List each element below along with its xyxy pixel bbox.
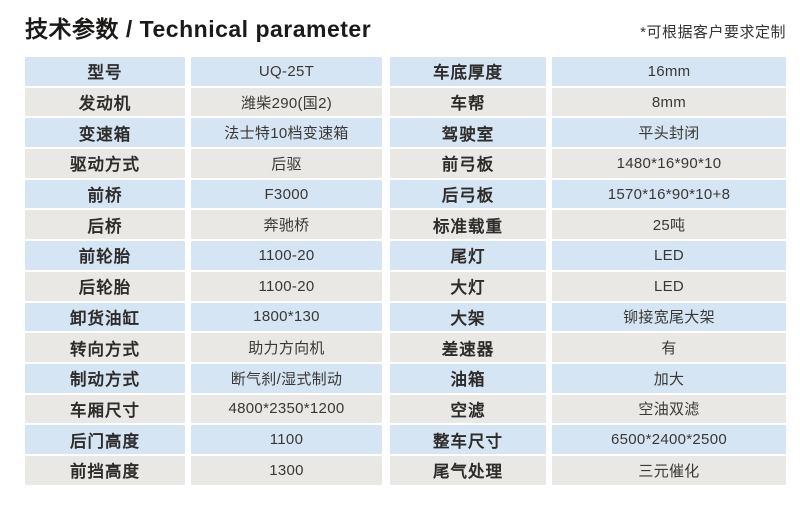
param-value-cell: LED	[552, 271, 786, 301]
param-label-cell: 型号	[25, 57, 185, 86]
param-value-cell: 平头封闭	[552, 118, 786, 148]
param-label-cell: 前桥	[25, 179, 185, 209]
param-value-cell: 1100-20	[191, 241, 382, 270]
param-label-cell: 车帮	[390, 87, 546, 117]
param-value-cell: 6500*2400*2500	[552, 425, 786, 454]
param-value-cell: 1800*130	[191, 302, 382, 332]
param-label-cell: 尾气处理	[390, 455, 546, 485]
spec-tables: 型号 UQ-25T 发动机 潍柴290(国2) 变速箱 法士特10档变速箱 驱动方式 后驱 前桥…	[25, 57, 786, 485]
param-value-cell: 有	[552, 333, 786, 362]
param-label-cell: 整车尺寸	[390, 425, 546, 454]
param-label-cell: 发动机	[25, 87, 185, 117]
param-value-cell: 加大	[552, 363, 786, 393]
param-value-cell: 铆接宽尾大架	[552, 302, 786, 332]
param-value-cell: 25吨	[552, 210, 786, 240]
param-label-cell: 后弓板	[390, 179, 546, 209]
param-value-cell: 断气刹/湿式制动	[191, 363, 382, 393]
customization-note: *可根据客户要求定制	[640, 24, 786, 41]
param-label-cell: 车底厚度	[390, 57, 546, 86]
param-value-cell: 法士特10档变速箱	[191, 118, 382, 148]
param-value-cell: 16mm	[552, 57, 786, 86]
param-label-cell: 尾灯	[390, 241, 546, 270]
param-value-cell: 1100	[191, 425, 382, 454]
param-value-cell: UQ-25T	[191, 57, 382, 86]
param-value-cell: 空油双滤	[552, 394, 786, 424]
param-value-cell: 助力方向机	[191, 333, 382, 362]
param-label-cell: 差速器	[390, 333, 546, 362]
param-label-cell: 前挡高度	[25, 455, 185, 485]
spec-table-left: 型号 UQ-25T 发动机 潍柴290(国2) 变速箱 法士特10档变速箱 驱动方式 后驱 前桥…	[25, 57, 382, 485]
param-value-cell: 8mm	[552, 87, 786, 117]
param-value-cell: 1570*16*90*10+8	[552, 179, 786, 209]
param-label-cell: 前轮胎	[25, 241, 185, 270]
param-label-cell: 车厢尺寸	[25, 394, 185, 424]
param-value-cell: 1480*16*90*10	[552, 149, 786, 178]
param-label-cell: 大灯	[390, 271, 546, 301]
param-value-cell: 4800*2350*1200	[191, 394, 382, 424]
param-value-cell: 三元催化	[552, 455, 786, 485]
param-label-cell: 油箱	[390, 363, 546, 393]
param-label-cell: 标准载重	[390, 210, 546, 240]
param-label-cell: 卸货油缸	[25, 302, 185, 332]
spec-table-right: 车底厚度 16mm 车帮 8mm 驾驶室 平头封闭 前弓板 1480*16*90*10 后弓板 1…	[390, 57, 786, 485]
param-label-cell: 空滤	[390, 394, 546, 424]
param-label-cell: 驾驶室	[390, 118, 546, 148]
param-label-cell: 转向方式	[25, 333, 185, 362]
page-title: 技术参数 / Technical parameter	[25, 16, 372, 42]
param-value-cell: 奔驰桥	[191, 210, 382, 240]
param-label-cell: 驱动方式	[25, 149, 185, 178]
param-label-cell: 制动方式	[25, 363, 185, 393]
param-label-cell: 变速箱	[25, 118, 185, 148]
param-value-cell: LED	[552, 241, 786, 270]
param-value-cell: 潍柴290(国2)	[191, 87, 382, 117]
param-value-cell: 后驱	[191, 149, 382, 178]
param-label-cell: 后门高度	[25, 425, 185, 454]
param-label-cell: 后轮胎	[25, 271, 185, 301]
header: 技术参数 / Technical parameter *可根据客户要求定制	[25, 10, 786, 48]
param-value-cell: F3000	[191, 179, 382, 209]
param-value-cell: 1300	[191, 455, 382, 485]
param-value-cell: 1100-20	[191, 271, 382, 301]
param-label-cell: 大架	[390, 302, 546, 332]
param-label-cell: 后桥	[25, 210, 185, 240]
param-label-cell: 前弓板	[390, 149, 546, 178]
